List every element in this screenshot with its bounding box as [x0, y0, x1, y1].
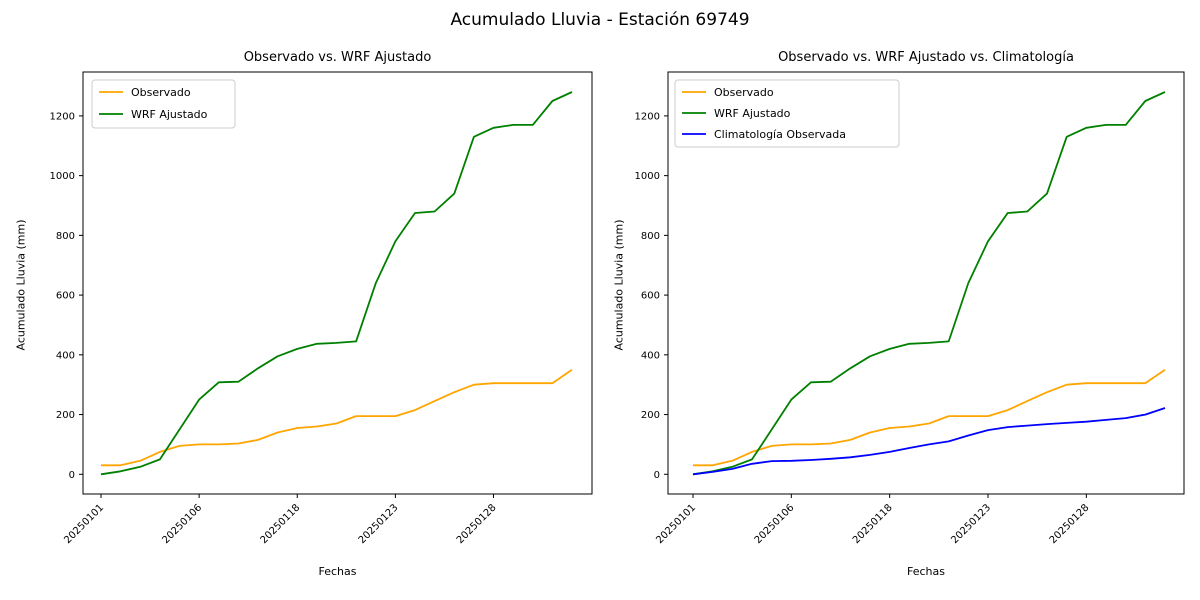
x-tick-label: 20250101 [654, 502, 698, 546]
y-tick-label: 800 [56, 231, 75, 242]
x-tick-label: 20250118 [259, 502, 303, 546]
x-tick-label: 20250106 [753, 502, 797, 546]
left-plot: 0 200 400 600 800 1000 1200 20250101 20250106 202… [50, 71, 593, 546]
series-line-observado [101, 369, 573, 467]
y-tick-label: 0 [69, 470, 75, 481]
y-tick-label: 1000 [50, 171, 75, 182]
y-tick-label: 1000 [635, 171, 660, 182]
series-line-wrf-ajustado [692, 91, 1166, 476]
right-plot: 0 200 400 600 800 1000 1200 20250101 20250106 202… [635, 71, 1185, 546]
legend-item-label: WRF Ajustado [131, 108, 208, 121]
legend-item-label: Climatología Observada [714, 128, 846, 141]
legend-item-label: WRF Ajustado [714, 107, 791, 120]
x-tick-label: 20250128 [455, 502, 499, 546]
x-tick-label: 20250123 [357, 502, 401, 546]
x-tick-label: 20250118 [851, 502, 895, 546]
legend-item-label: Observado [131, 86, 191, 99]
y-tick-label: 600 [641, 291, 660, 302]
y-tick-label: 800 [641, 231, 660, 242]
left-y-axis-label: Acumulado Lluvia (mm) [14, 219, 28, 351]
y-tick-label: 400 [56, 350, 75, 361]
x-tick-label: 20250101 [62, 502, 106, 546]
right-y-axis-label: Acumulado Lluvia (mm) [612, 219, 626, 351]
legend-item-label: Observado [714, 86, 774, 99]
left-legend: Observado WRF Ajustado [91, 79, 236, 129]
left-x-axis-label: Fechas [318, 565, 357, 578]
x-tick-label: 20250123 [949, 502, 993, 546]
figure-title: Acumulado Lluvia - Estación 69749 [450, 10, 750, 30]
y-tick-label: 1200 [50, 111, 75, 122]
left-axes-frame [82, 71, 593, 495]
x-tick-label: 20250106 [160, 502, 204, 546]
right-plot-title: Observado vs. WRF Ajustado vs. Climatolo… [778, 50, 1074, 65]
left-plot-title: Observado vs. WRF Ajustado [243, 50, 432, 65]
legend-box [91, 79, 236, 129]
x-tick-label: 20250128 [1048, 502, 1092, 546]
y-tick-label: 200 [641, 410, 660, 421]
y-tick-label: 200 [56, 410, 75, 421]
y-tick-label: 1200 [635, 111, 660, 122]
series-line-observado [693, 369, 1166, 467]
y-tick-label: 0 [654, 470, 660, 481]
legend-box [674, 79, 900, 148]
series-line-climatolog-a-observada [692, 407, 1166, 476]
right-x-axis-label: Fechas [907, 565, 945, 578]
right-legend: Observado WRF Ajustado Climatología Observ… [674, 79, 900, 148]
y-tick-label: 400 [641, 350, 660, 361]
series-line-wrf-ajustado [100, 91, 573, 476]
right-axes-frame [667, 71, 1185, 495]
y-tick-label: 600 [56, 291, 75, 302]
